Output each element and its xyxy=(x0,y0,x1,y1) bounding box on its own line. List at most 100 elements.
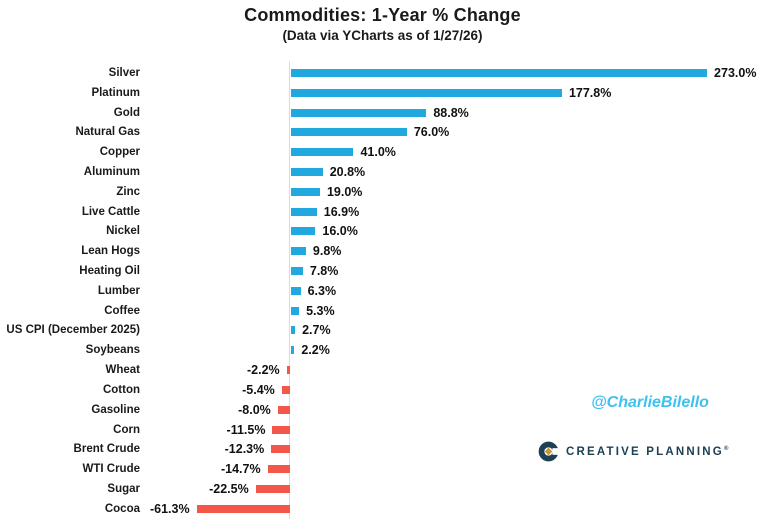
plot-area: 16.9% xyxy=(148,202,765,222)
brand-name-text: CREATIVE PLANNING xyxy=(566,445,724,458)
value-label: 6.3% xyxy=(307,283,337,298)
bar-positive xyxy=(291,346,295,355)
value-label: 76.0% xyxy=(413,125,450,140)
plot-area: -22.5% xyxy=(148,479,765,499)
plot-area: 2.7% xyxy=(148,321,765,341)
chart-row: Brent Crude -12.3% xyxy=(0,439,765,459)
category-label: Lumber xyxy=(97,284,140,297)
plot-area: 2.2% xyxy=(148,340,765,360)
chart-row: US CPI (December 2025) 2.7% xyxy=(0,321,765,341)
chart-row: Cocoa -61.3% xyxy=(0,499,765,519)
value-label: 20.8% xyxy=(329,164,366,179)
bar-negative xyxy=(196,504,290,513)
bar-positive xyxy=(291,167,323,176)
chart-row: Nickel 16.0% xyxy=(0,222,765,242)
category-label: Gasoline xyxy=(91,403,140,416)
chart-row: Gasoline -8.0% xyxy=(0,400,765,420)
chart-row: Copper 41.0% xyxy=(0,142,765,162)
bar-positive xyxy=(291,68,708,77)
chart-row: Lumber 6.3% xyxy=(0,281,765,301)
plot-area: 19.0% xyxy=(148,182,765,202)
plot-area: 41.0% xyxy=(148,142,765,162)
plot-area: 88.8% xyxy=(148,103,765,123)
value-label: 273.0% xyxy=(714,65,757,80)
plot-area: 9.8% xyxy=(148,241,765,261)
bar-negative xyxy=(281,385,290,394)
plot-area: 5.3% xyxy=(148,301,765,321)
chart-row: Coffee 5.3% xyxy=(0,301,765,321)
bar-positive xyxy=(291,227,316,236)
plot-area: 16.0% xyxy=(148,222,765,242)
value-label: 177.8% xyxy=(568,85,612,100)
plot-area: 7.8% xyxy=(148,261,765,281)
bar-positive xyxy=(291,128,407,137)
category-label: Zinc xyxy=(116,185,140,198)
category-label: Silver xyxy=(108,66,140,79)
brand-logo: CREATIVE PLANNING® xyxy=(538,441,728,462)
bar-positive xyxy=(291,207,317,216)
category-label: Copper xyxy=(99,146,140,159)
category-label: Lean Hogs xyxy=(81,245,140,258)
value-label: -11.5% xyxy=(226,422,266,437)
chart-row: Silver 273.0% xyxy=(0,63,765,83)
value-label: -8.0% xyxy=(238,402,271,417)
plot-area: 6.3% xyxy=(148,281,765,301)
bar-negative xyxy=(267,465,290,474)
category-label: Coffee xyxy=(104,304,140,317)
bar-negative xyxy=(255,484,290,493)
category-label: Platinum xyxy=(91,86,140,99)
category-label: Corn xyxy=(113,423,140,436)
plot-area: -8.0% xyxy=(148,400,765,420)
plot-area: 20.8% xyxy=(148,162,765,182)
bar-negative xyxy=(271,445,290,454)
category-label: Live Cattle xyxy=(81,205,140,218)
chart-row: Corn -11.5% xyxy=(0,420,765,440)
author-watermark: @CharlieBilello xyxy=(591,394,709,411)
category-label: Heating Oil xyxy=(79,265,140,278)
value-label: -22.5% xyxy=(209,481,249,496)
value-label: -14.7% xyxy=(220,462,261,477)
category-label: Soybeans xyxy=(85,344,140,357)
chart-row: Lean Hogs 9.8% xyxy=(0,241,765,261)
bar-positive xyxy=(291,286,301,295)
category-label: WTI Crude xyxy=(82,463,141,476)
chart-row: Sugar -22.5% xyxy=(0,479,765,499)
chart-row: Live Cattle 16.9% xyxy=(0,202,765,222)
category-label: Aluminum xyxy=(83,165,140,178)
chart-title: Commodities: 1-Year % Change xyxy=(244,5,521,25)
brand-trademark: ® xyxy=(723,445,729,452)
chart-row: WTI Crude -14.7% xyxy=(0,459,765,479)
chart-row: Soybeans 2.2% xyxy=(0,340,765,360)
chart-row: Heating Oil 7.8% xyxy=(0,261,765,281)
value-label: 2.7% xyxy=(302,323,331,338)
category-label: Brent Crude xyxy=(73,443,140,456)
plot-area: -12.3% xyxy=(148,439,765,459)
bar-positive xyxy=(291,187,320,196)
value-label: -12.3% xyxy=(224,442,265,457)
chart-row: Cotton -5.4% xyxy=(0,380,765,400)
category-label: Sugar xyxy=(107,482,140,495)
value-label: 2.2% xyxy=(301,343,330,358)
value-label: 16.0% xyxy=(322,224,358,239)
bar-negative xyxy=(286,366,290,375)
value-label: -5.4% xyxy=(242,382,275,397)
value-label: 41.0% xyxy=(360,145,396,160)
chart-row: Gold 88.8% xyxy=(0,103,765,123)
value-label: 5.3% xyxy=(306,303,335,318)
plot-area: -14.7% xyxy=(148,459,765,479)
value-label: 9.8% xyxy=(312,244,342,259)
category-label: Nickel xyxy=(106,225,140,238)
plot-area: -2.2% xyxy=(148,360,765,380)
chart-row: Natural Gas 76.0% xyxy=(0,122,765,142)
bar-positive xyxy=(291,88,562,97)
creative-planning-c-icon xyxy=(538,441,559,462)
bar-positive xyxy=(291,267,303,276)
bar-positive xyxy=(291,306,300,315)
bar-positive xyxy=(291,148,354,157)
plot-area: 177.8% xyxy=(148,83,765,103)
value-label: 19.0% xyxy=(326,184,363,199)
value-label: 7.8% xyxy=(309,264,339,279)
category-label: Gold xyxy=(113,106,140,119)
bar-positive xyxy=(291,247,306,256)
